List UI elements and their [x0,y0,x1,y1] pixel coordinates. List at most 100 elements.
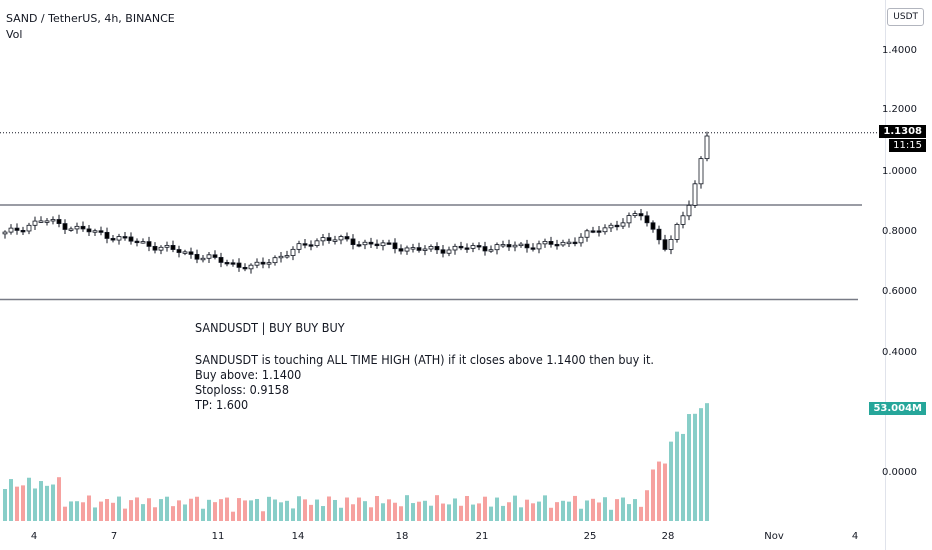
candle-body [398,248,404,252]
candle-body [386,242,392,245]
volume-bar [501,505,505,521]
volume-bar [351,504,355,521]
candle-body [656,228,662,241]
candle-body [374,243,380,247]
volume-bar [315,499,319,521]
candle-body [470,245,476,249]
candle-body [380,242,386,247]
volume-bar [531,503,535,521]
volume-bar [423,500,427,521]
volume-bar [267,496,271,521]
candle-body [458,245,464,249]
volume-bar [471,504,475,521]
candle-body [128,236,134,242]
volume-bar [663,463,667,521]
volume-bar [345,497,349,521]
price-tick: 0.8000 [882,226,917,237]
volume-bar [33,488,37,521]
time-tick: Nov [764,531,784,542]
volume-bar [213,502,217,521]
volume-bar [153,507,157,521]
volume-bar [363,501,367,521]
candle-body [26,224,32,232]
volume-bar [537,501,541,521]
volume-bar [573,495,577,521]
volume-bar [357,497,361,521]
candle-body [50,219,56,222]
volume-indicator-label[interactable]: Vol [6,28,23,41]
candle-body [308,244,314,247]
volume-bar [519,507,523,521]
volume-bar [3,489,7,521]
candle-body [650,222,656,230]
volume-bar [633,499,637,521]
candle-body [578,236,584,244]
candle-body [518,243,524,247]
candle-body [302,243,308,246]
time-tick: 21 [475,531,489,542]
candle-body [86,228,92,233]
volume-bar [177,500,181,521]
candle-body [542,240,548,245]
candle-body [236,262,242,268]
volume-bar [495,497,499,521]
candle-body [218,257,224,263]
volume-bar [603,497,607,521]
volume-bar [81,502,85,521]
candle-body [446,249,452,254]
candle-body [674,223,680,240]
volume-bar [141,504,145,521]
volume-bar [201,508,205,521]
candle-body [8,227,14,233]
candle-body [644,215,650,224]
volume-bar [57,477,61,521]
price-tick: 1.0000 [882,166,917,177]
volume-value-tag: 53.004M [869,402,926,415]
volume-bar [705,403,709,521]
volume-bar [657,461,661,521]
candle-body [614,224,620,228]
volume-bar [387,499,391,521]
volume-bar [579,508,583,521]
candle-body [332,239,338,242]
candle-body [704,135,710,160]
candle-body [530,247,536,250]
candle-body [404,247,410,252]
candle-body [584,230,590,238]
volume-bar [243,500,247,521]
candle-body [44,220,50,223]
volume-bar [303,499,307,521]
candle-body [296,243,302,250]
volume-bar [375,495,379,521]
candle-body [548,240,554,245]
volume-bar [561,500,565,521]
currency-badge[interactable]: USDT [887,8,924,26]
candle-body [368,241,374,245]
candle-body [14,227,20,231]
volume-bar [597,502,601,521]
candle-body [116,236,122,241]
candle-body [158,246,164,251]
candle-body [554,243,560,247]
candle-body [698,158,704,185]
price-tick: 0.0000 [882,467,917,478]
candle-body [194,253,200,260]
volume-bar [693,413,697,521]
volume-bar [105,499,109,521]
candle-body [668,239,674,250]
volume-bar [459,505,463,521]
candle-body [464,247,470,250]
volume-bar [699,408,703,521]
time-tick: 4 [30,531,38,542]
volume-bar [489,506,493,521]
price-tick: 1.2000 [882,104,917,115]
candle-body [290,248,296,256]
candle-body [206,254,212,259]
candle-body [56,219,62,224]
volume-bar [249,500,253,521]
volume-bar [567,501,571,521]
candle-body [314,240,320,247]
candle-body [452,245,458,251]
idea-line: TP: 1.600 [195,397,249,412]
